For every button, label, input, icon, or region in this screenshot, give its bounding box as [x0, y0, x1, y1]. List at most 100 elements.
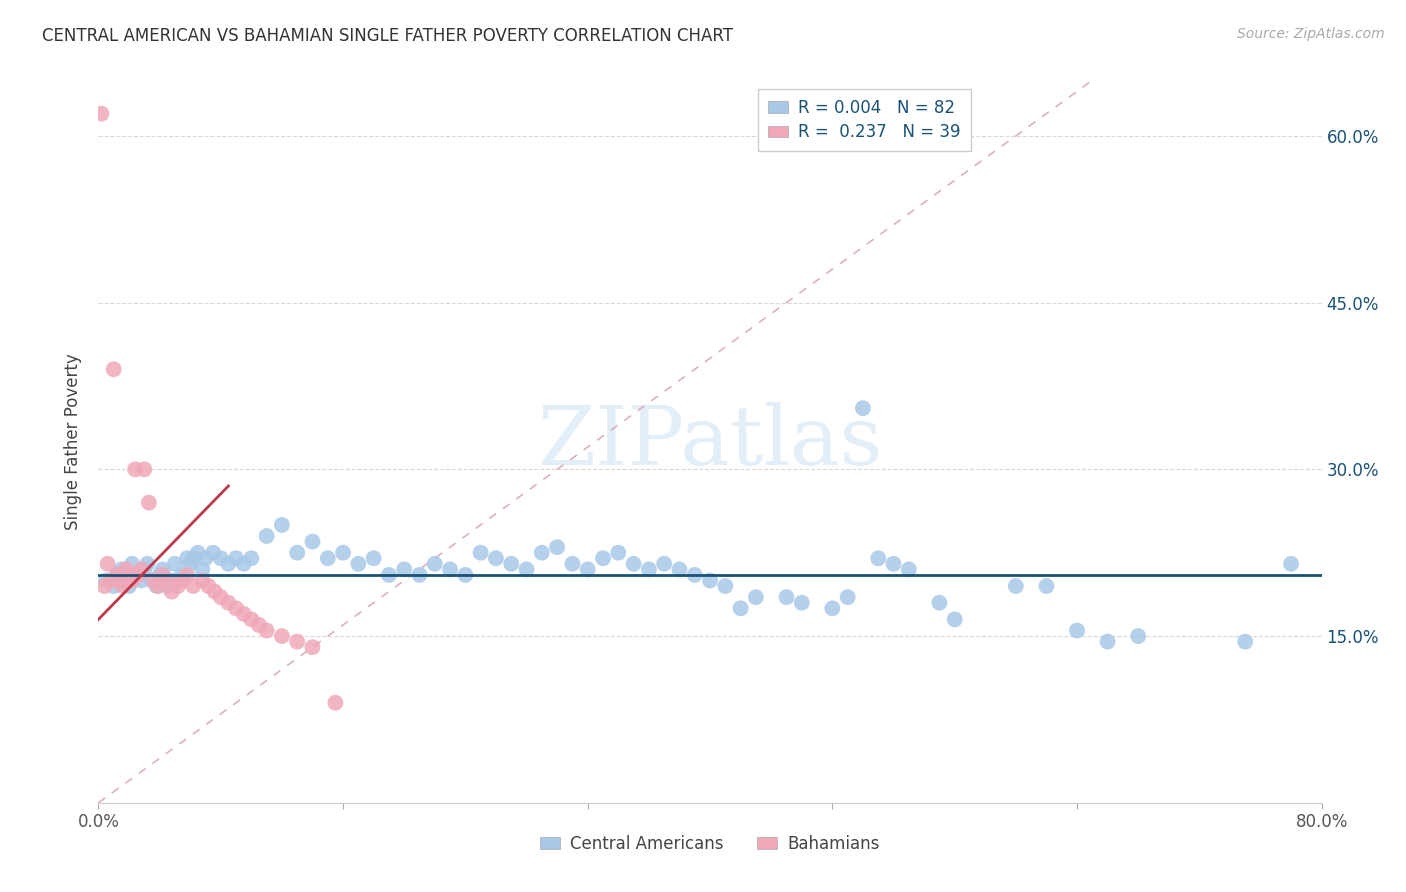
- Point: [191, 562, 214, 576]
- Point: [301, 534, 323, 549]
- Point: [1234, 634, 1257, 648]
- Point: [172, 568, 194, 582]
- Point: [105, 568, 128, 582]
- Point: [821, 601, 844, 615]
- Point: [204, 584, 226, 599]
- Legend: Central Americans, Bahamians: Central Americans, Bahamians: [534, 828, 886, 860]
- Point: [883, 557, 905, 571]
- Point: [592, 551, 614, 566]
- Point: [103, 362, 125, 376]
- Point: [439, 562, 461, 576]
- Point: [111, 579, 134, 593]
- Point: [408, 568, 430, 582]
- Text: CENTRAL AMERICAN VS BAHAMIAN SINGLE FATHER POVERTY CORRELATION CHART: CENTRAL AMERICAN VS BAHAMIAN SINGLE FATH…: [42, 27, 733, 45]
- Point: [134, 462, 156, 476]
- Point: [100, 574, 122, 588]
- Point: [197, 579, 219, 593]
- Point: [270, 517, 292, 532]
- Point: [145, 579, 167, 593]
- Point: [124, 462, 146, 476]
- Point: [699, 574, 721, 588]
- Point: [516, 562, 538, 576]
- Point: [607, 546, 630, 560]
- Point: [202, 546, 225, 560]
- Point: [121, 557, 143, 571]
- Point: [194, 551, 217, 566]
- Point: [316, 551, 339, 566]
- Point: [576, 562, 599, 576]
- Point: [118, 579, 141, 593]
- Point: [172, 574, 194, 588]
- Point: [837, 590, 859, 604]
- Point: [121, 574, 143, 588]
- Point: [108, 574, 131, 588]
- Point: [181, 579, 204, 593]
- Point: [897, 562, 920, 576]
- Point: [146, 579, 169, 593]
- Point: [142, 574, 165, 588]
- Point: [730, 601, 752, 615]
- Point: [637, 562, 661, 576]
- Point: [652, 557, 675, 571]
- Point: [94, 574, 117, 588]
- Point: [561, 557, 583, 571]
- Point: [546, 540, 568, 554]
- Point: [160, 584, 183, 599]
- Point: [232, 557, 254, 571]
- Point: [156, 574, 179, 588]
- Point: [790, 596, 813, 610]
- Point: [103, 579, 125, 593]
- Point: [209, 551, 232, 566]
- Point: [167, 579, 190, 593]
- Point: [191, 574, 214, 588]
- Point: [1279, 557, 1302, 571]
- Point: [470, 546, 492, 560]
- Y-axis label: Single Father Poverty: Single Father Poverty: [65, 353, 83, 530]
- Point: [134, 562, 156, 576]
- Point: [745, 590, 768, 604]
- Point: [325, 696, 347, 710]
- Point: [378, 568, 401, 582]
- Point: [501, 557, 523, 571]
- Point: [623, 557, 645, 571]
- Point: [115, 562, 138, 576]
- Point: [176, 551, 198, 566]
- Point: [943, 612, 966, 626]
- Point: [225, 601, 247, 615]
- Point: [714, 579, 737, 593]
- Point: [118, 568, 141, 582]
- Point: [160, 574, 183, 588]
- Point: [105, 568, 128, 582]
- Point: [392, 562, 416, 576]
- Point: [485, 551, 508, 566]
- Point: [167, 574, 190, 588]
- Point: [1035, 579, 1057, 593]
- Point: [129, 562, 152, 576]
- Point: [454, 568, 477, 582]
- Point: [256, 529, 278, 543]
- Point: [115, 574, 138, 588]
- Point: [97, 557, 120, 571]
- Point: [152, 562, 174, 576]
- Point: [347, 557, 370, 571]
- Point: [683, 568, 706, 582]
- Point: [156, 579, 179, 593]
- Point: [110, 562, 132, 576]
- Point: [247, 618, 270, 632]
- Point: [1004, 579, 1026, 593]
- Point: [138, 496, 160, 510]
- Point: [129, 574, 152, 588]
- Point: [363, 551, 385, 566]
- Point: [141, 574, 163, 588]
- Point: [301, 640, 323, 655]
- Point: [179, 557, 201, 571]
- Point: [852, 401, 875, 416]
- Point: [152, 568, 174, 582]
- Point: [423, 557, 446, 571]
- Point: [530, 546, 553, 560]
- Point: [332, 546, 354, 560]
- Point: [232, 607, 254, 621]
- Point: [181, 551, 204, 566]
- Point: [93, 579, 115, 593]
- Text: Source: ZipAtlas.com: Source: ZipAtlas.com: [1237, 27, 1385, 41]
